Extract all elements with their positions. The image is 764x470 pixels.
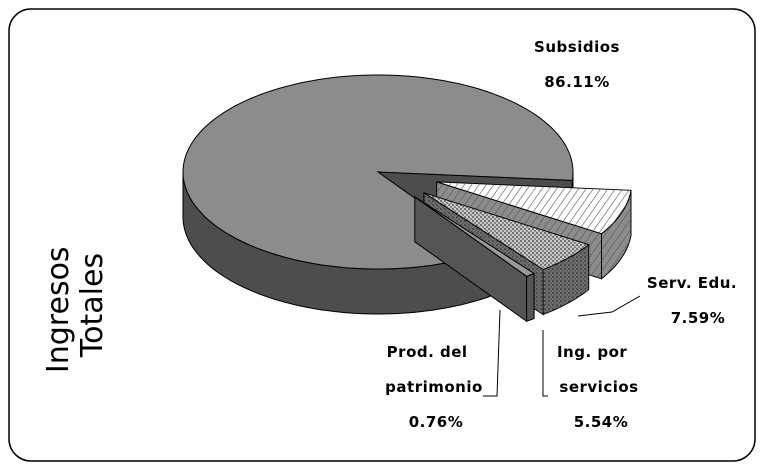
slice-label: Subsidios	[534, 38, 620, 56]
value-label: 5.54%	[574, 413, 629, 431]
chart-title: Ingresos Totales	[41, 237, 110, 373]
value-label: 86.11%	[544, 73, 609, 91]
slice-label: Serv. Edu.	[647, 274, 737, 292]
leader-line	[577, 295, 641, 317]
slice-label: Prod. del patrimonio	[385, 343, 483, 396]
slice-wall-pattern	[601, 190, 631, 279]
value-label: 0.76%	[409, 413, 464, 431]
labels: Subsidios 86.11% Serv. Edu. 7.59% Ing. por s…	[385, 38, 737, 431]
slice	[414, 196, 536, 277]
leader-line	[483, 309, 501, 397]
value-label: 7.59%	[671, 309, 726, 327]
slice-wall	[526, 272, 535, 323]
slice	[182, 74, 574, 270]
leader-line	[542, 330, 548, 397]
slice-label: Ing. por servicios	[557, 343, 639, 396]
slice-top-pattern	[423, 192, 589, 270]
pie	[182, 74, 632, 323]
slice-top-pattern	[436, 181, 631, 234]
slice-wall-pattern	[543, 244, 589, 315]
